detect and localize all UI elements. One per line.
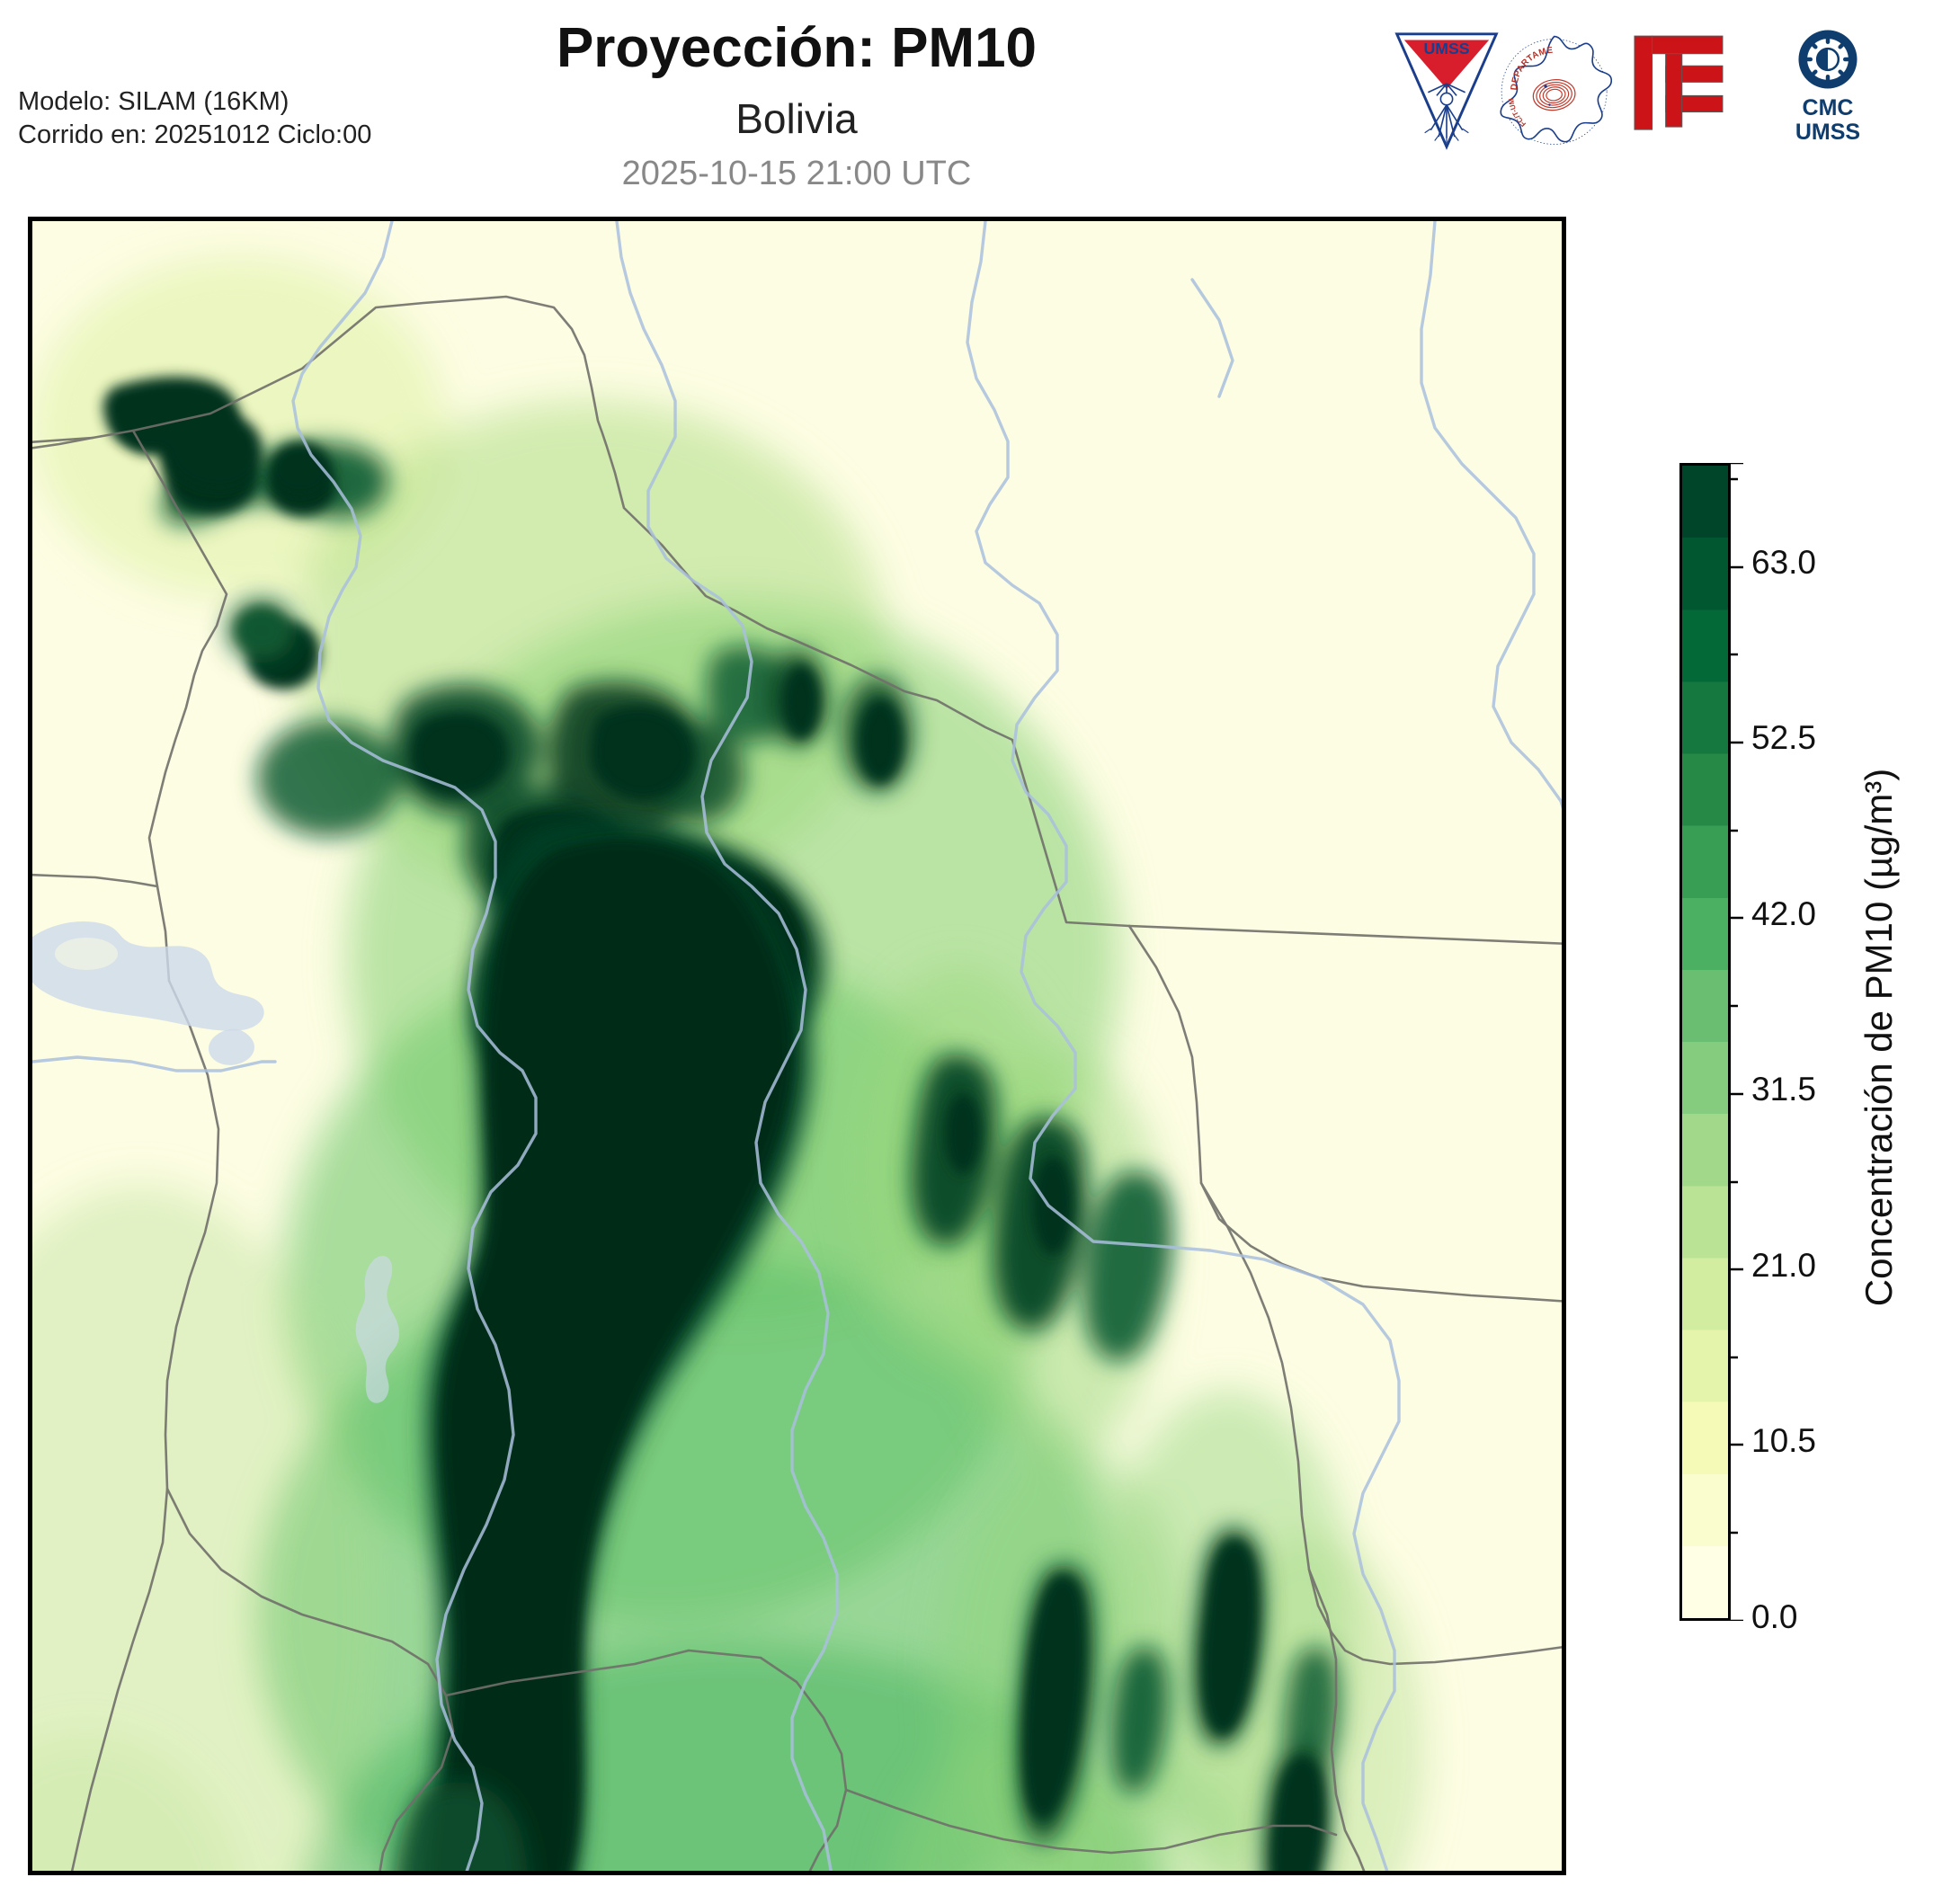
svg-text:UMSS: UMSS: [1423, 40, 1469, 58]
svg-text:DE FÍSICA: DE FÍSICA: [1497, 31, 1501, 34]
